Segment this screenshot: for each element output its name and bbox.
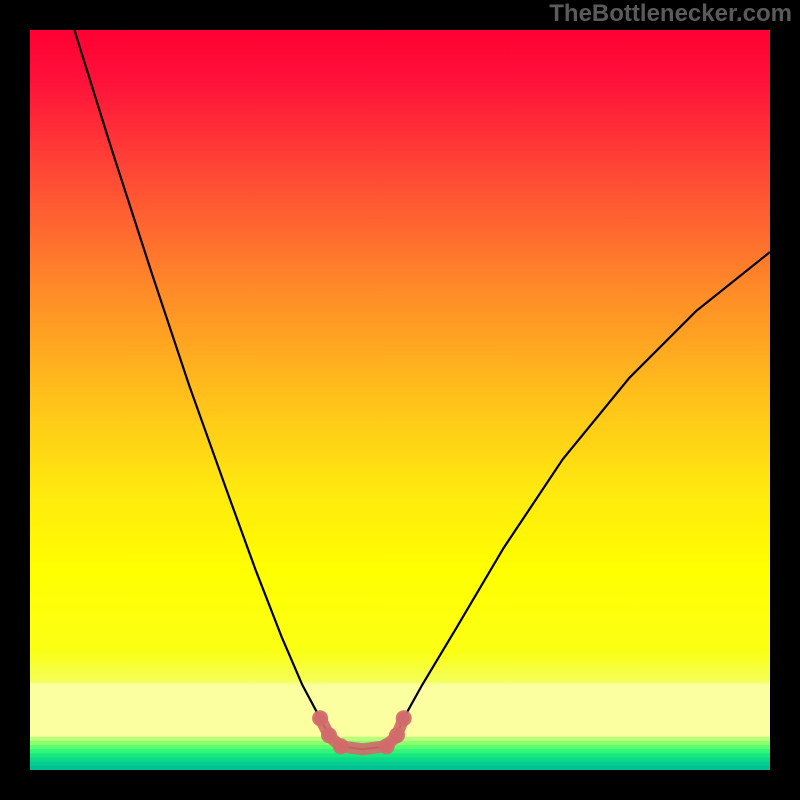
gradient-background	[30, 30, 770, 770]
bottleneck-chart	[0, 0, 800, 800]
watermark-text: TheBottlenecker.com	[549, 0, 792, 28]
